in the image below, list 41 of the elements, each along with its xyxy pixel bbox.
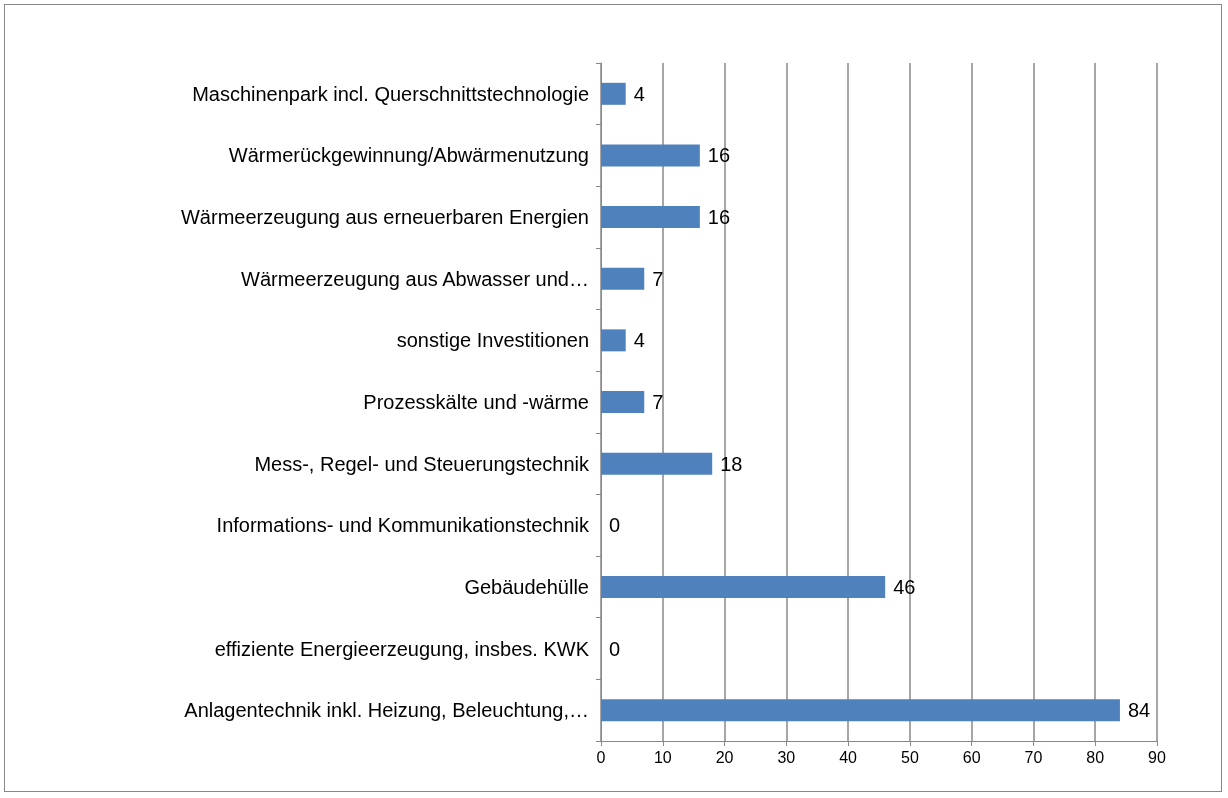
data-label: 0 bbox=[609, 514, 621, 537]
x-tick-label: 50 bbox=[900, 748, 919, 766]
data-label: 4 bbox=[633, 82, 645, 105]
x-tick-label: 70 bbox=[1024, 748, 1043, 766]
data-label: 46 bbox=[893, 575, 916, 598]
data-label: 0 bbox=[609, 637, 621, 660]
x-tick-label: 60 bbox=[962, 748, 981, 766]
bar bbox=[601, 267, 645, 290]
data-label: 7 bbox=[652, 391, 664, 413]
bar bbox=[601, 82, 626, 105]
y-tick-label: sonstige Investitionen bbox=[396, 329, 589, 352]
bar bbox=[601, 699, 1120, 722]
y-tick-label: Anlagentechnik inkl. Heizung, Beleuchtung,… bbox=[184, 699, 589, 722]
bar bbox=[601, 144, 700, 167]
x-tick-label: 40 bbox=[839, 748, 858, 766]
data-label: 4 bbox=[633, 329, 645, 352]
bar bbox=[601, 391, 645, 413]
y-tick-label: Wärmerückgewinnung/Abwärmenutzung bbox=[228, 144, 589, 167]
y-tick-label: Gebäudehülle bbox=[464, 575, 589, 598]
y-tick-label: Mess-, Regel- und Steuerungstechnik bbox=[254, 452, 590, 475]
bar bbox=[601, 575, 886, 598]
x-tick-label: 0 bbox=[596, 748, 606, 766]
y-tick-label: Wärmeerzeugung aus Abwasser und… bbox=[241, 267, 589, 290]
data-label: 16 bbox=[707, 144, 731, 167]
x-tick-label: 80 bbox=[1086, 748, 1105, 766]
data-label: 16 bbox=[707, 206, 731, 229]
y-tick-label: Wärmeerzeugung aus erneuerbaren Energien bbox=[180, 206, 589, 229]
y-tick-label: Prozesskälte und -wärme bbox=[363, 391, 589, 413]
bar bbox=[601, 206, 700, 229]
x-tick-label: 20 bbox=[715, 748, 734, 766]
x-tick-label: 90 bbox=[1148, 748, 1166, 766]
x-tick-label: 10 bbox=[653, 748, 672, 766]
data-label: 7 bbox=[652, 267, 664, 290]
bar bbox=[601, 452, 713, 475]
y-tick-label: Maschinenpark incl. Querschnittstechnologie bbox=[192, 82, 589, 105]
y-tick-label: Informations- und Kommunikationstechnik bbox=[216, 514, 590, 537]
y-tick-label: effiziente Energieerzeugung, insbes. KWK bbox=[214, 637, 590, 660]
bar bbox=[601, 329, 626, 352]
data-label: 18 bbox=[720, 452, 743, 475]
x-tick-label: 30 bbox=[777, 748, 796, 766]
data-label: 84 bbox=[1127, 699, 1151, 722]
